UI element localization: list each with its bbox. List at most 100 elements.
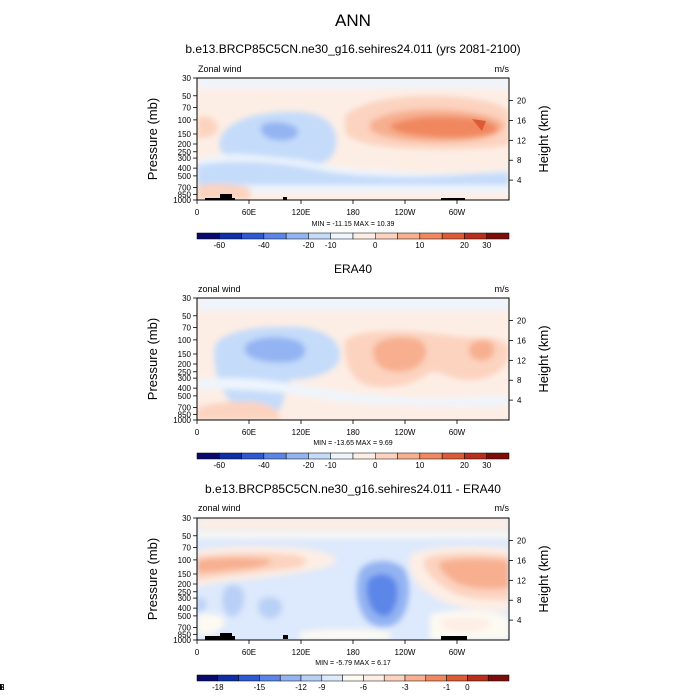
colorbar-swatch bbox=[308, 452, 331, 460]
longitude-tick-label: 120E bbox=[292, 208, 311, 217]
colorbar-label: -9 bbox=[318, 683, 326, 692]
colorbar-label: 1 bbox=[0, 683, 3, 692]
colorbar-swatch bbox=[241, 452, 265, 460]
westerly-core bbox=[468, 339, 495, 361]
terrain-block bbox=[441, 636, 467, 640]
panel-model: b.e13.BRCP85C5CN.ne30_g16.sehires24.011 … bbox=[145, 42, 551, 250]
height-tick-label: 4 bbox=[517, 396, 522, 405]
colorbar-swatch bbox=[330, 232, 354, 240]
longitude-ticks: 0 60E 120E 180 120W 60W bbox=[195, 640, 466, 657]
minmax-text: MIN = -11.15 MAX = 10.39 bbox=[312, 221, 395, 228]
pressure-tick-label: 200 bbox=[178, 580, 192, 589]
pressure-tick-label: 150 bbox=[178, 130, 192, 139]
colorbar: -60 -40 -20 -10 0 10 20 30 bbox=[196, 452, 510, 470]
colorbar-swatch bbox=[467, 674, 489, 682]
height-ticks: 20 16 12 8 4 bbox=[509, 97, 526, 185]
colorbar-label: 15 bbox=[0, 683, 5, 692]
longitude-tick-label: 120E bbox=[292, 428, 311, 437]
units-label: m/s bbox=[495, 284, 510, 294]
colorbar-label: 6 bbox=[0, 683, 3, 692]
pressure-tick-label: 50 bbox=[182, 312, 191, 321]
pressure-tick-label: 100 bbox=[178, 336, 192, 345]
panel-diff: b.e13.BRCP85C5CN.ne30_g16.sehires24.011 … bbox=[0, 482, 551, 692]
colorbar-swatch bbox=[219, 232, 242, 240]
colorbar-label: -1 bbox=[443, 683, 451, 692]
colorbar-swatch bbox=[441, 232, 465, 240]
y-axis-label: Pressure (mb) bbox=[145, 318, 160, 400]
colorbar-swatch bbox=[308, 232, 331, 240]
colorbar-swatch bbox=[263, 232, 287, 240]
pressure-tick-label: 850 bbox=[178, 410, 192, 419]
minmax-text: MIN = -13.65 MAX = 9.69 bbox=[313, 440, 392, 447]
longitude-tick-label: 180 bbox=[346, 428, 360, 437]
height-tick-label: 16 bbox=[517, 556, 526, 565]
colorbar-label: -60 bbox=[214, 241, 226, 250]
longitude-tick-label: 60W bbox=[449, 428, 466, 437]
terrain-block bbox=[220, 633, 232, 639]
pressure-tick-label: 400 bbox=[178, 164, 192, 173]
colorbar-label: -40 bbox=[258, 461, 270, 470]
longitude-tick-label: 60E bbox=[242, 428, 256, 437]
height-tick-label: 16 bbox=[517, 336, 526, 345]
colorbar-swatch bbox=[241, 232, 265, 240]
terrain-block bbox=[283, 635, 288, 639]
colorbar-swatch bbox=[397, 452, 421, 460]
pressure-tick-label: 300 bbox=[178, 374, 192, 383]
figure-title: ANN bbox=[335, 11, 371, 30]
y-axis-label: Pressure (mb) bbox=[145, 98, 160, 180]
colorbar-swatch bbox=[404, 674, 427, 682]
colorbar-swatch bbox=[375, 452, 398, 460]
height-tick-label: 8 bbox=[517, 376, 522, 385]
colorbar-label: 9 bbox=[0, 683, 3, 692]
contour-field bbox=[197, 78, 509, 200]
colorbar-label: 0 bbox=[373, 461, 378, 470]
minmax-text: MIN = -5.79 MAX = 6.17 bbox=[315, 660, 391, 667]
colorbar-swatch bbox=[352, 452, 376, 460]
longitude-tick-label: 60E bbox=[242, 208, 256, 217]
height-tick-label: 16 bbox=[517, 116, 526, 125]
pressure-tick-label: 1000 bbox=[173, 416, 191, 425]
colorbar-label: -15 bbox=[254, 683, 266, 692]
colorbar-swatch bbox=[219, 452, 242, 460]
westerly-core bbox=[372, 337, 427, 372]
colorbar-swatch bbox=[419, 232, 443, 240]
colorbar-label: 30 bbox=[482, 241, 491, 250]
colorbar-swatch bbox=[486, 452, 510, 460]
terrain-block bbox=[283, 197, 287, 200]
height-tick-label: 12 bbox=[517, 356, 526, 365]
y-axis-label: Pressure (mb) bbox=[145, 538, 160, 620]
colorbar-swatch bbox=[441, 452, 465, 460]
longitude-tick-label: 60E bbox=[242, 648, 256, 657]
colorbar-swatch bbox=[259, 674, 281, 682]
terrain-block bbox=[220, 194, 232, 200]
max-marker bbox=[472, 119, 486, 131]
pressure-tick-label: 150 bbox=[178, 350, 192, 359]
pressure-tick-label: 850 bbox=[178, 630, 192, 639]
colorbar-swatch bbox=[397, 232, 421, 240]
pressure-tick-label: 200 bbox=[178, 360, 192, 369]
colorbar-swatch bbox=[300, 674, 323, 682]
colorbar-swatch bbox=[383, 674, 406, 682]
colorbar-label: 10 bbox=[415, 461, 424, 470]
colorbar: -60 -40 -20 -10 0 10 20 30 bbox=[196, 232, 510, 250]
westerly-core bbox=[390, 116, 498, 138]
height-tick-label: 4 bbox=[517, 176, 522, 185]
longitude-tick-label: 120W bbox=[395, 208, 416, 217]
pressure-tick-label: 30 bbox=[182, 514, 191, 523]
height-tick-label: 12 bbox=[517, 136, 526, 145]
colorbar-swatch bbox=[285, 452, 309, 460]
colorbar-swatch bbox=[486, 232, 510, 240]
terrain-block bbox=[441, 198, 465, 200]
panel-obs: ERA40 zonal wind m/s Pressure (mb) Heigh… bbox=[145, 262, 551, 470]
pressure-tick-label: 250 bbox=[178, 148, 192, 157]
contour-field bbox=[197, 298, 509, 420]
pressure-tick-label: 500 bbox=[178, 392, 192, 401]
pressure-tick-label: 100 bbox=[178, 116, 192, 125]
pressure-tick-label: 30 bbox=[182, 294, 191, 303]
colorbar-label: 30 bbox=[482, 461, 491, 470]
negative-core bbox=[366, 574, 398, 617]
colorbar-label: 12 bbox=[0, 683, 5, 692]
pressure-tick-label: 400 bbox=[178, 604, 192, 613]
colorbar-label: -10 bbox=[325, 241, 337, 250]
